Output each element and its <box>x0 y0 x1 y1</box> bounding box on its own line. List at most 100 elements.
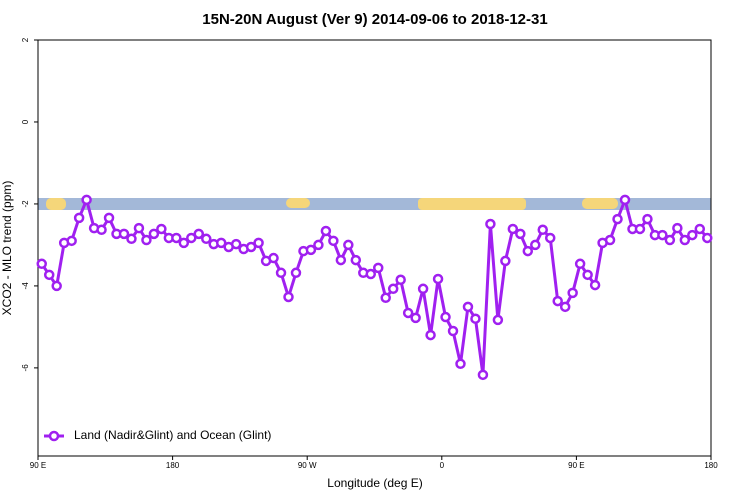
land-patch <box>286 198 310 208</box>
y-axis-label: XCO2 - MLO trend (ppm) <box>0 181 14 316</box>
data-point <box>230 238 242 250</box>
data-point <box>51 280 62 292</box>
chart-title: 15N-20N August (Ver 9) 2014-09-06 to 201… <box>202 11 547 28</box>
data-point <box>567 287 578 299</box>
data-point <box>365 268 377 280</box>
data-point <box>193 228 205 240</box>
y-tick-label: 0 <box>21 119 30 124</box>
data-point <box>552 295 563 307</box>
data-point <box>171 232 182 244</box>
data-point <box>462 301 474 313</box>
data-point <box>417 283 429 295</box>
data-point <box>43 269 55 281</box>
data-point <box>470 313 481 324</box>
data-point <box>343 239 354 251</box>
data-point <box>81 194 92 206</box>
y-tick-label: -2 <box>21 200 30 208</box>
plot-frame <box>37 39 712 457</box>
x-tick-label: 90 E <box>30 461 46 470</box>
data-point <box>522 245 534 257</box>
data-point <box>178 237 190 249</box>
data-point <box>559 301 571 313</box>
data-point <box>447 325 459 337</box>
data-point <box>530 239 541 251</box>
data-point <box>156 223 167 235</box>
y-tick-label: -6 <box>21 364 30 372</box>
land-ocean-strip <box>38 198 711 210</box>
data-point <box>687 229 698 241</box>
data-point <box>350 254 362 266</box>
data-point <box>283 291 294 303</box>
x-tick-label: 180 <box>704 461 718 470</box>
data-point <box>201 233 212 245</box>
y-tick-label: 2 <box>21 37 30 42</box>
data-point <box>328 235 339 247</box>
data-point <box>372 262 384 274</box>
data-point <box>425 329 436 341</box>
data-point <box>455 358 466 370</box>
x-tick-label: 90 E <box>568 461 584 470</box>
y-tick-label: -4 <box>21 282 30 290</box>
data-point <box>133 222 145 234</box>
data-point <box>73 212 85 224</box>
data-point <box>66 235 77 247</box>
data-point <box>679 234 691 246</box>
data-point <box>582 269 593 281</box>
data-point <box>253 237 264 249</box>
data-point <box>702 232 713 244</box>
data-point <box>694 223 706 235</box>
data-point <box>664 234 676 246</box>
data-point <box>440 311 451 323</box>
data-point <box>612 213 623 225</box>
land-patch <box>418 198 526 210</box>
data-point <box>515 228 526 240</box>
x-tick-label: 180 <box>166 461 180 470</box>
data-point <box>36 258 47 270</box>
data-point <box>335 254 347 266</box>
legend-label: Land (Nadir&Glint) and Ocean (Glint) <box>74 428 271 442</box>
legend-marker <box>48 430 60 442</box>
data-point <box>387 283 399 295</box>
data-point <box>290 267 302 279</box>
data-point <box>402 307 414 319</box>
data-point <box>634 223 646 235</box>
data-point <box>96 224 107 236</box>
data-point <box>215 237 227 249</box>
data-point <box>245 241 257 253</box>
data-point <box>657 229 668 241</box>
data-point <box>380 292 391 304</box>
data-point <box>126 233 137 245</box>
x-axis-label: Longitude (deg E) <box>327 476 422 490</box>
data-point <box>395 274 406 286</box>
x-tick-label: 90 W <box>298 461 317 470</box>
data-point <box>320 225 332 237</box>
data-point <box>268 252 279 264</box>
data-point <box>507 223 519 235</box>
data-point <box>141 234 152 246</box>
data-point <box>537 224 548 236</box>
data-point <box>432 273 444 285</box>
data-point <box>477 369 489 381</box>
data-point <box>492 314 504 326</box>
data-point <box>500 255 511 267</box>
data-point <box>103 212 115 224</box>
data-point <box>186 232 197 244</box>
land-patch <box>582 198 618 209</box>
ocean-band <box>38 198 711 210</box>
data-point <box>544 232 556 244</box>
data-point <box>313 239 324 251</box>
data-point <box>619 194 631 206</box>
data-point <box>305 244 317 256</box>
data-point <box>604 234 616 246</box>
data-point <box>275 267 287 279</box>
data-point <box>642 213 653 225</box>
data-point <box>589 279 601 291</box>
data-point <box>118 228 130 240</box>
data-point <box>148 228 160 240</box>
data-point <box>485 218 496 230</box>
x-tick-label: 0 <box>440 461 445 470</box>
data-point <box>410 312 421 324</box>
data-point <box>574 258 586 270</box>
data-point <box>672 222 683 234</box>
